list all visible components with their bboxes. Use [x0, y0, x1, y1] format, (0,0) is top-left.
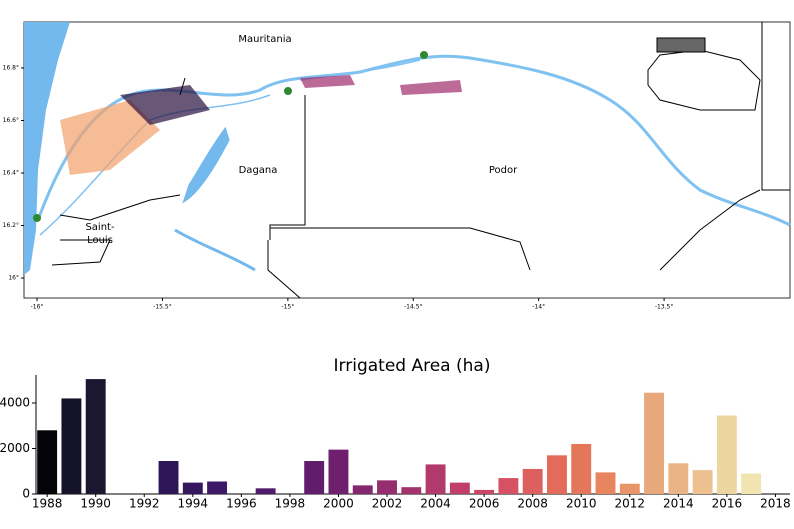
x-tick-label: 2018: [760, 497, 791, 511]
place-label: Mauritania: [238, 34, 291, 45]
y-tick-label: 2000: [0, 441, 30, 455]
bar: [498, 478, 519, 494]
lat-tick-label: 16.2°: [3, 222, 19, 229]
x-tick-label: 2010: [566, 497, 597, 511]
bar: [474, 489, 495, 494]
lon-tick-label: -13.5°: [655, 304, 674, 311]
x-tick-label: 2008: [517, 497, 548, 511]
x-tick-label: 2000: [323, 497, 354, 511]
site: [284, 87, 292, 95]
bar: [158, 461, 179, 494]
chart-title: Irrigated Area (ha): [334, 356, 491, 376]
bar: [207, 481, 228, 494]
x-tick-label: 1990: [80, 497, 111, 511]
bar: [85, 379, 106, 494]
y-tick-label: 4000: [0, 395, 30, 409]
bar: [328, 449, 349, 494]
lon-tick-label: -15°: [281, 304, 294, 311]
ocean: [24, 22, 70, 275]
x-tick-label: 1994: [178, 497, 209, 511]
x-tick-label: 1998: [275, 497, 306, 511]
irrigated-zone: [120, 85, 210, 125]
place-label: Louis: [87, 235, 113, 246]
map: Mauritania Dagana Podor Saint- Louis: [23, 21, 791, 299]
x-tick-label: 2006: [469, 497, 500, 511]
bar: [668, 463, 689, 494]
bar: [522, 468, 543, 494]
bar: [37, 430, 58, 494]
lat-tick-label: 16.8°: [3, 64, 19, 71]
place-label: Dagana: [239, 165, 278, 176]
x-tick-label: 2004: [420, 497, 451, 511]
x-tick-label: 2016: [712, 497, 743, 511]
lake: [174, 126, 256, 272]
lon-tick-label: -14°: [532, 304, 545, 311]
bar: [571, 443, 592, 494]
irrigated-zone: [60, 100, 160, 175]
bar: [425, 464, 446, 494]
bar: [377, 480, 397, 494]
x-tick-label: 2012: [615, 497, 646, 511]
x-tick-label: 1996: [226, 497, 257, 511]
lon-tick-label: -15.5°: [153, 304, 172, 311]
lat-tick-label: 16.6°: [3, 117, 19, 124]
x-tick-label: 1988: [32, 497, 63, 511]
bar: [255, 488, 276, 494]
irrigated-zone: [300, 75, 462, 95]
lon-tick-label: -14.5°: [404, 304, 423, 311]
lat-tick-label: 16°: [8, 275, 19, 282]
boundary: [51, 22, 790, 299]
x-tick-label: 2002: [372, 497, 403, 511]
site: [420, 51, 428, 59]
lat-tick-label: 16.4°: [3, 169, 19, 176]
inset-highlight: [656, 37, 706, 53]
bar: [619, 483, 640, 494]
bar: [401, 487, 422, 494]
x-tick-label: 1992: [129, 497, 160, 511]
bar: [692, 470, 713, 494]
bar: [644, 392, 665, 494]
lon-tick-label: -16°: [31, 304, 44, 311]
bar: [716, 415, 737, 494]
bar: [595, 472, 616, 494]
bar: [449, 482, 470, 494]
bar: [182, 482, 203, 494]
bar: [546, 455, 567, 494]
site: [33, 214, 41, 222]
bar: [61, 398, 82, 494]
bar: [304, 461, 325, 494]
bar: [352, 485, 373, 494]
bar: [741, 473, 762, 494]
place-label: Saint-: [85, 222, 115, 233]
x-tick-label: 2014: [663, 497, 694, 511]
y-tick-label: 0: [22, 487, 30, 501]
place-label: Podor: [489, 165, 518, 176]
